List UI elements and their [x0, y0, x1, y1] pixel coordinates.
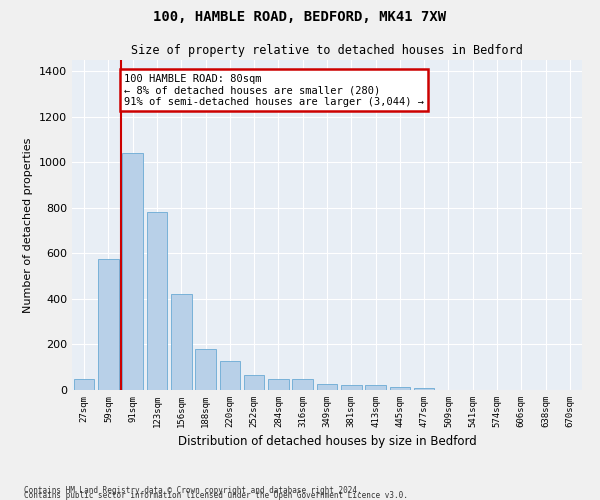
- X-axis label: Distribution of detached houses by size in Bedford: Distribution of detached houses by size …: [178, 436, 476, 448]
- Bar: [220, 361, 240, 390]
- Text: Contains public sector information licensed under the Open Government Licence v3: Contains public sector information licen…: [24, 491, 408, 500]
- Text: 100 HAMBLE ROAD: 80sqm
← 8% of detached houses are smaller (280)
91% of semi-det: 100 HAMBLE ROAD: 80sqm ← 8% of detached …: [124, 74, 424, 107]
- Bar: [389, 388, 410, 390]
- Bar: [268, 378, 289, 390]
- Text: 100, HAMBLE ROAD, BEDFORD, MK41 7XW: 100, HAMBLE ROAD, BEDFORD, MK41 7XW: [154, 10, 446, 24]
- Bar: [341, 386, 362, 390]
- Bar: [244, 374, 265, 390]
- Title: Size of property relative to detached houses in Bedford: Size of property relative to detached ho…: [131, 44, 523, 58]
- Text: Contains HM Land Registry data © Crown copyright and database right 2024.: Contains HM Land Registry data © Crown c…: [24, 486, 362, 495]
- Bar: [98, 259, 119, 390]
- Bar: [195, 349, 216, 390]
- Bar: [365, 386, 386, 390]
- Bar: [74, 378, 94, 390]
- Bar: [317, 384, 337, 390]
- Y-axis label: Number of detached properties: Number of detached properties: [23, 138, 34, 312]
- Bar: [122, 154, 143, 390]
- Bar: [146, 212, 167, 390]
- Bar: [292, 378, 313, 390]
- Bar: [171, 294, 191, 390]
- Bar: [414, 388, 434, 390]
